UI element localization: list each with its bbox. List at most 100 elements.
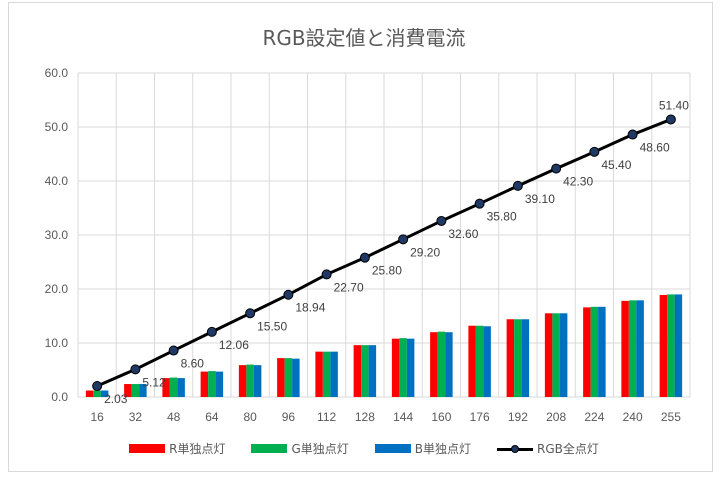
legend-swatch-b <box>374 444 411 453</box>
bar-r <box>391 338 400 397</box>
x-tick-label: 240 <box>623 410 643 424</box>
bar-g <box>246 364 254 397</box>
bar-g <box>475 325 484 397</box>
x-tick-label: 224 <box>584 410 604 424</box>
bar-b <box>177 378 185 397</box>
x-tick-label: 160 <box>431 410 451 424</box>
bar-b <box>636 300 644 397</box>
rgb-data-label: 5.12 <box>142 375 166 389</box>
rgb-marker <box>589 146 600 157</box>
legend-label-b: B単独点灯 <box>414 442 471 456</box>
rgb-data-label: 18.94 <box>295 301 325 315</box>
rgb-marker <box>627 129 638 140</box>
bar-b <box>100 390 109 397</box>
rgb-line <box>96 118 672 388</box>
bar-b <box>559 313 568 397</box>
legend-label-r: R単独点灯 <box>169 442 226 456</box>
rgb-data-label: 25.80 <box>372 264 402 278</box>
rgb-data-label: 39.10 <box>525 192 555 206</box>
legend-item-rgb: RGB全点灯 <box>497 440 599 457</box>
bar-r <box>659 294 668 397</box>
x-tick-label: 16 <box>90 410 104 424</box>
rgb-data-label: 45.40 <box>601 158 631 172</box>
bar-r <box>506 319 515 397</box>
bar-r <box>430 332 438 397</box>
bar-r <box>353 345 362 397</box>
rgb-data-label: 51.40 <box>659 98 689 112</box>
bar-g <box>131 384 140 397</box>
rgb-marker <box>130 364 141 375</box>
bar-r <box>162 378 170 397</box>
rgb-marker <box>551 163 562 174</box>
bar-b <box>406 338 415 397</box>
rgb-marker <box>321 269 332 280</box>
legend-swatch-r <box>129 444 166 453</box>
x-tick-label: 208 <box>546 410 566 424</box>
rgb-marker <box>398 234 409 245</box>
rgb-data-label: 48.60 <box>640 141 670 155</box>
rgb-marker <box>245 308 256 319</box>
rgb-marker <box>206 326 217 337</box>
rgb-marker <box>168 345 179 356</box>
bar-b <box>674 294 683 397</box>
rgb-marker <box>359 252 370 263</box>
bar-g <box>399 338 407 397</box>
rgb-data-label: 2.03 <box>104 392 128 406</box>
bar-b <box>483 326 491 397</box>
x-tick-label: 80 <box>243 410 257 424</box>
x-tick-label: 112 <box>317 410 336 424</box>
bar-r <box>238 365 247 397</box>
bar-g <box>552 313 560 397</box>
y-tick-label: 50.0 <box>45 120 69 134</box>
x-tick-label: 144 <box>393 410 413 424</box>
rgb-data-label: 29.20 <box>410 245 440 259</box>
x-tick-label: 96 <box>282 410 296 424</box>
rgb-marker <box>283 289 294 300</box>
bar-g <box>322 351 331 397</box>
y-tick-label: 30.0 <box>45 228 69 242</box>
bar-g <box>361 345 369 397</box>
x-tick-label: 32 <box>129 410 143 424</box>
bar-r <box>85 390 94 397</box>
bar-r <box>468 325 476 397</box>
bar-b <box>445 332 453 397</box>
x-tick-label: 255 <box>661 410 681 424</box>
rgb-marker <box>665 114 676 125</box>
x-tick-label: 48 <box>167 410 181 424</box>
bar-r <box>583 307 591 397</box>
legend-label-g: G単独点灯 <box>291 442 349 456</box>
legend-item-r: R単独点灯 <box>129 440 225 457</box>
rgb-data-label: 32.60 <box>448 227 478 241</box>
y-tick-label: 40.0 <box>45 174 69 188</box>
bar-g <box>169 377 178 397</box>
chart-legend: R単独点灯 G単独点灯 B単独点灯 RGB全点灯 <box>0 440 728 457</box>
bar-r <box>315 351 323 397</box>
legend-item-g: G単独点灯 <box>251 440 349 457</box>
bar-b <box>215 371 224 397</box>
bar-g <box>93 390 101 397</box>
bar-b <box>330 351 338 397</box>
x-tick-label: 192 <box>508 410 528 424</box>
bar-b <box>139 384 147 397</box>
rgb-data-label: 42.30 <box>563 175 593 189</box>
rgb-data-label: 22.70 <box>334 280 364 294</box>
y-tick-label: 20.0 <box>45 282 69 296</box>
bar-r <box>200 371 209 397</box>
rgb-marker <box>92 381 103 392</box>
rgb-data-label: 12.06 <box>219 338 249 352</box>
bar-g <box>667 294 675 397</box>
x-tick-label: 176 <box>470 410 490 424</box>
legend-swatch-rgb <box>497 443 533 455</box>
y-tick-label: 10.0 <box>45 336 69 350</box>
rgb-marker <box>474 198 485 209</box>
bar-g <box>437 331 446 397</box>
bar-b <box>292 358 300 397</box>
bar-b <box>521 319 530 397</box>
bar-g <box>590 306 599 397</box>
bar-b <box>598 306 606 397</box>
legend-label-rgb: RGB全点灯 <box>537 442 599 456</box>
bar-r <box>277 358 285 397</box>
bar-r <box>544 313 553 397</box>
rgb-data-label: 35.80 <box>487 210 517 224</box>
